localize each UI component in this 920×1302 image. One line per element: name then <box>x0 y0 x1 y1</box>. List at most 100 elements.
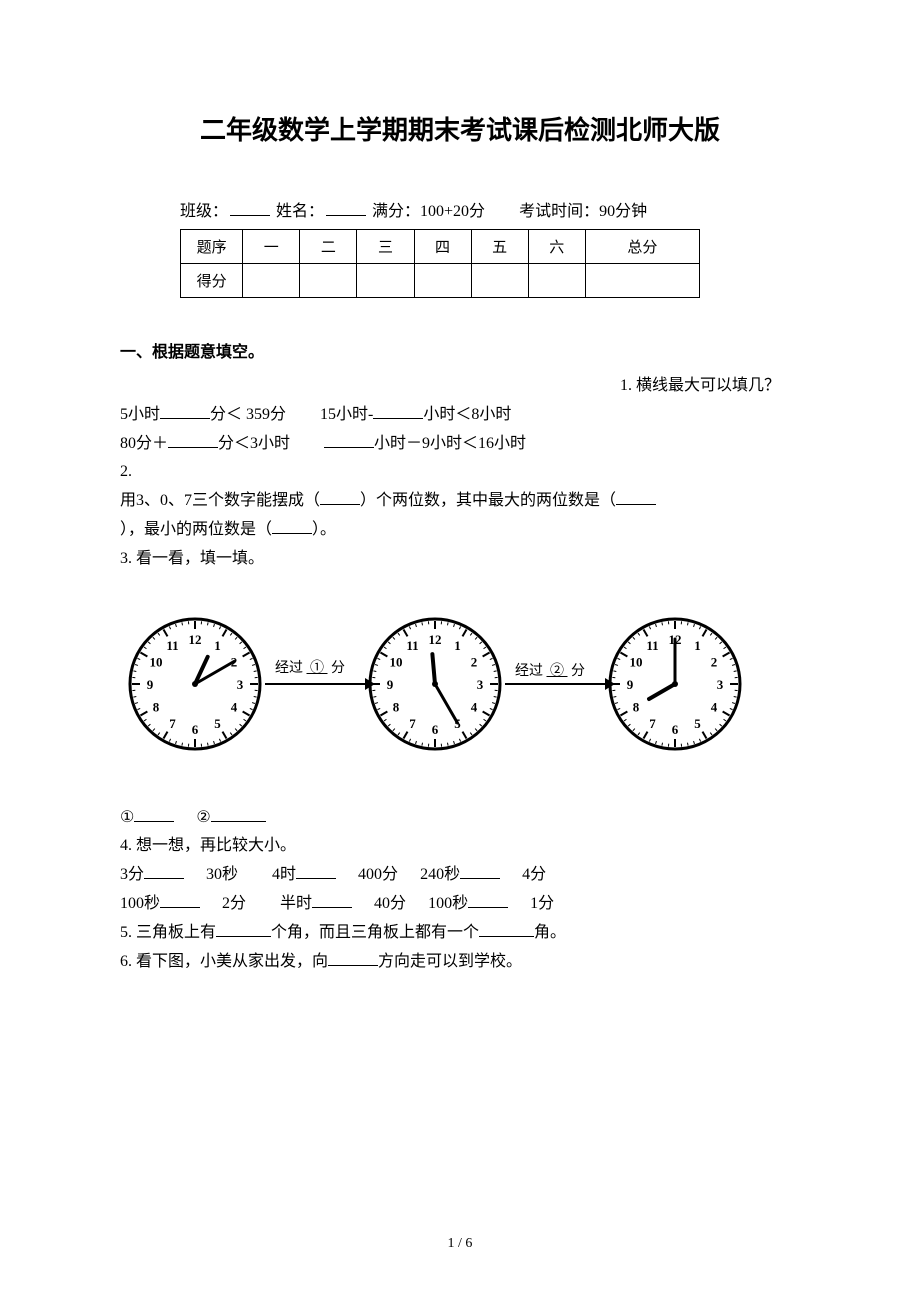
blank <box>328 950 378 966</box>
q1-l1c: 15小时- <box>320 406 373 423</box>
q5: 5. 三角板上有个角，而且三角板上都有一个角。 <box>120 919 800 948</box>
svg-text:3: 3 <box>717 677 724 692</box>
q3-prompt: 3. 看一看，填一填。 <box>120 545 800 574</box>
q4-line2: 100秒 2分 半时 40分 100秒 1分 <box>120 890 800 919</box>
blank <box>144 863 184 879</box>
q1-l2a: 80分＋ <box>120 435 168 452</box>
name-label: 姓名： <box>276 203 324 220</box>
svg-text:10: 10 <box>390 654 403 669</box>
svg-text:8: 8 <box>393 699 400 714</box>
td-6 <box>528 264 585 298</box>
q1-l1b: 分＜ 359分 <box>210 406 286 423</box>
td-total <box>585 264 699 298</box>
td-5 <box>471 264 528 298</box>
svg-text:6: 6 <box>432 722 439 737</box>
page-title: 二年级数学上学期期末考试课后检测北师大版 <box>120 110 800 147</box>
svg-text:10: 10 <box>630 654 643 669</box>
td-2 <box>300 264 357 298</box>
th-2: 二 <box>300 230 357 264</box>
svg-text:11: 11 <box>166 638 178 653</box>
svg-text:9: 9 <box>627 677 634 692</box>
svg-text:3: 3 <box>237 677 244 692</box>
td-3 <box>357 264 414 298</box>
th-3: 三 <box>357 230 414 264</box>
blank <box>211 806 266 822</box>
svg-text:4: 4 <box>471 699 478 714</box>
svg-text:5: 5 <box>694 716 701 731</box>
q1-l2c: 小时－9小时＜16小时 <box>374 435 526 452</box>
th-6: 六 <box>528 230 585 264</box>
svg-text:7: 7 <box>649 716 656 731</box>
q4l1a: 3分 <box>120 866 144 883</box>
lbl1-post: 分 <box>331 661 345 676</box>
arrow-label-1: 经过 ① 分 <box>275 656 345 681</box>
lbl2-pre: 经过 <box>515 664 543 679</box>
q3-ans-a: ① <box>120 809 134 826</box>
th-seq: 题序 <box>181 230 243 264</box>
blank <box>468 892 508 908</box>
q4l2f: 1分 <box>530 895 554 912</box>
q4l2b: 2分 <box>222 895 246 912</box>
q4l2c: 半时 <box>280 895 312 912</box>
svg-text:1: 1 <box>214 638 221 653</box>
class-blank <box>230 215 270 216</box>
q6: 6. 看下图，小美从家出发，向方向走可以到学校。 <box>120 948 800 977</box>
th-4: 四 <box>414 230 471 264</box>
td-4 <box>414 264 471 298</box>
q1-prompt: 1. 横线最大可以填几？ <box>120 372 800 401</box>
blank <box>216 921 271 937</box>
lbl1-circle: ① <box>310 661 324 676</box>
blank <box>168 432 218 448</box>
svg-text:2: 2 <box>471 654 478 669</box>
svg-text:9: 9 <box>147 677 154 692</box>
svg-text:4: 4 <box>231 699 238 714</box>
score-table: 题序 一 二 三 四 五 六 总分 得分 <box>180 229 700 298</box>
svg-text:8: 8 <box>153 699 160 714</box>
th-total: 总分 <box>585 230 699 264</box>
q4l2e: 100秒 <box>428 895 468 912</box>
q2b: ）个两位数，其中最大的两位数是（ <box>360 492 616 509</box>
svg-text:11: 11 <box>406 638 418 653</box>
blank <box>320 489 360 505</box>
full-score-label: 满分：100+20分 <box>372 203 485 220</box>
lbl1-pre: 经过 <box>275 661 303 676</box>
lbl2-circle: ② <box>550 664 564 679</box>
svg-text:8: 8 <box>633 699 640 714</box>
q4l2a: 100秒 <box>120 895 160 912</box>
q1-line2: 80分＋分＜3小时 小时－9小时＜16小时 <box>120 430 800 459</box>
q5c: 角。 <box>534 924 566 941</box>
svg-text:9: 9 <box>387 677 394 692</box>
svg-text:7: 7 <box>409 716 416 731</box>
blank <box>312 892 352 908</box>
svg-text:7: 7 <box>169 716 176 731</box>
q3-ans-b: ② <box>196 809 210 826</box>
td-label: 得分 <box>181 264 243 298</box>
blank <box>296 863 336 879</box>
blank <box>616 489 656 505</box>
q1-line1: 5小时分＜ 359分 15小时-小时＜8小时 <box>120 401 800 430</box>
clocks-svg: 1212345678910111212345678910111212345678… <box>120 604 800 764</box>
questions: 1. 横线最大可以填几？ 5小时分＜ 359分 15小时-小时＜8小时 80分＋… <box>120 372 800 976</box>
svg-text:3: 3 <box>477 677 484 692</box>
time-label: 考试时间：90分钟 <box>519 203 647 220</box>
q4l1e: 240秒 <box>420 866 460 883</box>
blank <box>160 403 210 419</box>
q2-text-2: ），最小的两位数是（）。 <box>120 516 800 545</box>
section-1-heading: 一、根据题意填空。 <box>120 338 800 362</box>
q2d: ）。 <box>312 521 336 538</box>
page-number: 1 / 6 <box>0 1236 920 1252</box>
q6b: 方向走可以到学校。 <box>378 953 522 970</box>
q2-num: 2. <box>120 458 800 487</box>
exam-header-info: 班级： 姓名： 满分：100+20分 考试时间：90分钟 <box>120 197 800 221</box>
th-1: 一 <box>243 230 300 264</box>
svg-text:11: 11 <box>646 638 658 653</box>
blank <box>134 806 174 822</box>
table-score-row: 得分 <box>181 264 700 298</box>
class-label: 班级： <box>180 203 228 220</box>
svg-text:2: 2 <box>711 654 718 669</box>
td-1 <box>243 264 300 298</box>
blank <box>479 921 534 937</box>
q2-text: 用3、0、7三个数字能摆成（）个两位数，其中最大的两位数是（ <box>120 487 800 516</box>
q4l1c: 4时 <box>272 866 296 883</box>
blank <box>324 432 374 448</box>
